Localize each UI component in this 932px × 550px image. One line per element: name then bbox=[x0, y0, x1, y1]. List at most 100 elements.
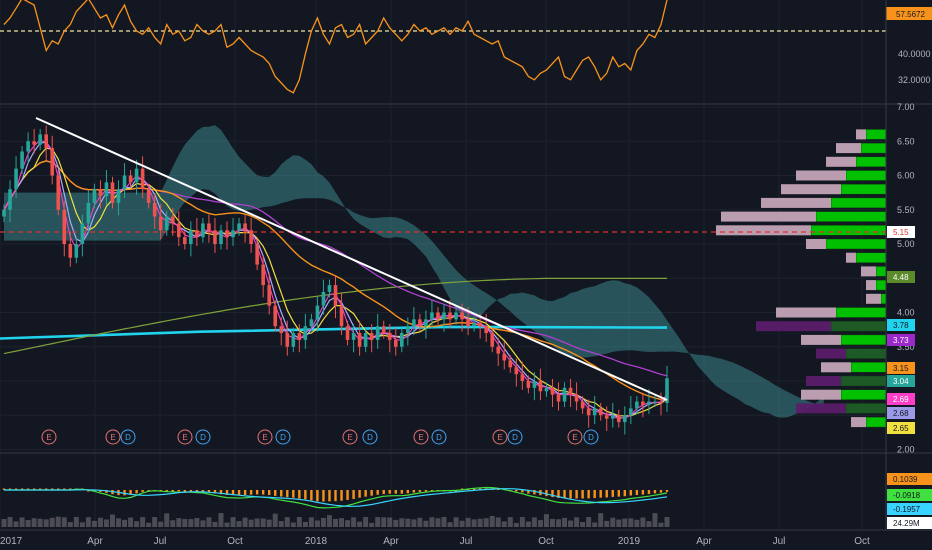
earnings-marker-6[interactable] bbox=[275, 429, 291, 445]
candle-body-94 bbox=[568, 387, 573, 395]
price-tick-6: 4.00 bbox=[897, 308, 915, 318]
candle-body-25 bbox=[152, 202, 157, 217]
rsi-line bbox=[3, 0, 668, 94]
volume-bar-25 bbox=[152, 517, 158, 527]
candle-body-44 bbox=[267, 285, 271, 306]
volume-bar-23 bbox=[140, 517, 146, 527]
earnings-marker-13[interactable] bbox=[567, 429, 583, 445]
volume-bar-91 bbox=[549, 518, 555, 527]
volume-bar-99 bbox=[598, 513, 604, 527]
candle-body-64 bbox=[387, 333, 392, 340]
macd-hist-bar-66 bbox=[400, 490, 403, 494]
volume-bar-41 bbox=[248, 519, 254, 527]
macd-line bbox=[4, 486, 668, 509]
vp-down-bar-2 bbox=[826, 156, 856, 167]
earnings-marker-3[interactable] bbox=[177, 429, 193, 445]
volume-bar-45 bbox=[272, 513, 278, 527]
candle-body-83 bbox=[502, 353, 507, 361]
earnings-marker-7[interactable] bbox=[342, 429, 358, 445]
macd-hist-bar-65 bbox=[394, 490, 397, 494]
macd-badge-3 bbox=[887, 517, 932, 529]
volume-bar-43 bbox=[260, 518, 266, 527]
earnings-marker-1[interactable] bbox=[105, 429, 121, 445]
vp-down-bar-4 bbox=[781, 184, 841, 195]
macd-badge-label-1: -0.0918 bbox=[893, 491, 921, 500]
price-badge-8 bbox=[887, 422, 915, 434]
time-axis[interactable]: 2017 Apr Jul Oct 2018 Apr Jul Oct 2019 Apr Jul Oct bbox=[0, 536, 870, 547]
volume-bar-109 bbox=[658, 522, 664, 527]
volume-bar-36 bbox=[218, 513, 224, 527]
volume-bar-24 bbox=[146, 522, 152, 527]
price-tick-2: 6.00 bbox=[897, 171, 915, 181]
macd-hist-bar-40 bbox=[243, 490, 247, 496]
volume-bar-71 bbox=[429, 517, 435, 527]
vp-up-bar-20 bbox=[845, 403, 887, 414]
time-tick-11: Oct bbox=[854, 536, 870, 547]
earnings-marker-14[interactable] bbox=[583, 429, 599, 445]
vp-up-bar-4 bbox=[840, 183, 887, 195]
candles bbox=[2, 125, 669, 435]
candle-body-3 bbox=[20, 151, 24, 169]
earnings-marker-12[interactable] bbox=[507, 429, 523, 445]
volume-bar-86 bbox=[519, 517, 525, 527]
candle-body-67 bbox=[406, 326, 410, 334]
volume-bar-64 bbox=[387, 517, 393, 527]
earnings-marker-9[interactable] bbox=[413, 429, 429, 445]
macd-hist-bar-91 bbox=[551, 490, 554, 498]
volume-bar-67 bbox=[405, 518, 411, 527]
macd-hist-bar-98 bbox=[593, 490, 596, 499]
volume-bar-103 bbox=[622, 518, 628, 527]
vp-down-bar-3 bbox=[796, 170, 846, 181]
candle-body-49 bbox=[297, 333, 302, 340]
macd-hist-bar-92 bbox=[557, 490, 560, 498]
volume-bar-78 bbox=[471, 519, 477, 527]
candle-body-59 bbox=[357, 333, 362, 347]
candle-body-92 bbox=[556, 394, 561, 402]
earnings-marker-label-13: E bbox=[572, 433, 577, 442]
macd-badge-label-3: 24.29M bbox=[893, 519, 920, 528]
candle-body-8 bbox=[50, 148, 55, 176]
candle-body-1 bbox=[8, 189, 12, 210]
candle-body-13 bbox=[80, 223, 85, 244]
candle-body-89 bbox=[538, 381, 543, 392]
trendline[interactable] bbox=[35, 117, 668, 401]
earnings-marker-0[interactable] bbox=[41, 429, 57, 445]
candle-body-18 bbox=[110, 182, 115, 203]
macd-hist-bar-43 bbox=[261, 490, 265, 495]
vp-up-bar-15 bbox=[840, 334, 887, 346]
earnings-marker-5[interactable] bbox=[257, 429, 273, 445]
earnings-marker-4[interactable] bbox=[195, 429, 211, 445]
earnings-marker-8[interactable] bbox=[362, 429, 378, 445]
price-badge-6 bbox=[887, 393, 915, 405]
earnings-marker-10[interactable] bbox=[431, 429, 447, 445]
macd-hist-bar-97 bbox=[587, 490, 590, 499]
vp-up-bar-2 bbox=[855, 156, 887, 168]
earnings-marker-11[interactable] bbox=[492, 429, 508, 445]
candle-body-15 bbox=[92, 189, 97, 203]
candle-body-36 bbox=[219, 230, 223, 244]
macd-hist-bar-61 bbox=[370, 490, 373, 496]
macd-hist-bar-47 bbox=[286, 490, 289, 498]
vp-up-bar-3 bbox=[845, 170, 887, 181]
time-tick-10: Jul bbox=[773, 536, 786, 547]
time-tick-7: Oct bbox=[538, 536, 554, 547]
candle-body-108 bbox=[653, 401, 657, 403]
volume-bar-95 bbox=[574, 517, 580, 527]
price-tick-1: 6.50 bbox=[897, 136, 915, 146]
candle-body-82 bbox=[496, 346, 501, 354]
macd-hist-bar-9 bbox=[57, 488, 60, 490]
macd-hist-bar-90 bbox=[545, 490, 548, 497]
candle-body-66 bbox=[400, 333, 404, 347]
macd-hist-bar-108 bbox=[653, 490, 657, 494]
macd-hist-bar-34 bbox=[207, 490, 211, 493]
macd-hist-bar-22 bbox=[135, 490, 138, 494]
price-badge-label-7: 2.68 bbox=[893, 409, 909, 418]
earnings-marker-2[interactable] bbox=[120, 429, 136, 445]
time-tick-2: Jul bbox=[154, 536, 167, 547]
price-tick-0: 7.00 bbox=[897, 102, 915, 112]
price-badge-4 bbox=[887, 362, 915, 374]
volume-bar-105 bbox=[634, 519, 640, 527]
macd-hist-bar-54 bbox=[328, 490, 331, 502]
candle-body-103 bbox=[623, 415, 627, 423]
candle-body-98 bbox=[592, 408, 597, 416]
